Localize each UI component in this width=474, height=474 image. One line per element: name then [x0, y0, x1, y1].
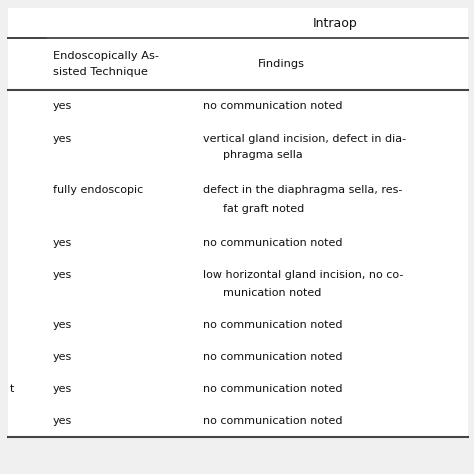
Text: no communication noted: no communication noted: [203, 416, 343, 426]
Text: no communication noted: no communication noted: [203, 320, 343, 330]
Text: Findings: Findings: [258, 59, 305, 69]
Text: defect in the diaphragma sella, res-: defect in the diaphragma sella, res-: [203, 185, 402, 195]
Text: low horizontal gland incision, no co-: low horizontal gland incision, no co-: [203, 271, 403, 281]
Text: yes: yes: [53, 101, 72, 111]
Text: yes: yes: [53, 320, 72, 330]
Text: Endoscopically As-: Endoscopically As-: [53, 51, 159, 61]
Text: fat graft noted: fat graft noted: [223, 204, 304, 214]
Text: yes: yes: [53, 416, 72, 426]
Text: yes: yes: [53, 134, 72, 144]
Text: no communication noted: no communication noted: [203, 352, 343, 362]
Text: yes: yes: [53, 238, 72, 248]
Text: no communication noted: no communication noted: [203, 384, 343, 394]
Text: yes: yes: [53, 384, 72, 394]
Text: phragma sella: phragma sella: [223, 151, 303, 161]
Text: Intraop: Intraop: [313, 17, 358, 29]
Text: sisted Technique: sisted Technique: [53, 67, 148, 77]
Text: t: t: [10, 384, 14, 394]
Text: yes: yes: [53, 271, 72, 281]
Text: no communication noted: no communication noted: [203, 238, 343, 248]
Text: munication noted: munication noted: [223, 288, 321, 298]
Text: yes: yes: [53, 352, 72, 362]
Text: vertical gland incision, defect in dia-: vertical gland incision, defect in dia-: [203, 134, 406, 144]
Text: fully endoscopic: fully endoscopic: [53, 185, 143, 195]
Text: no communication noted: no communication noted: [203, 101, 343, 111]
